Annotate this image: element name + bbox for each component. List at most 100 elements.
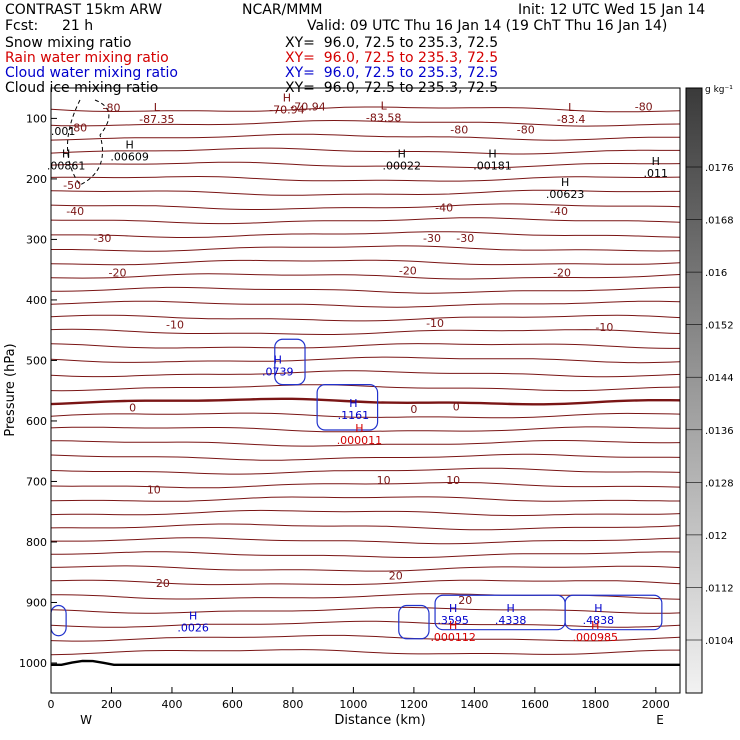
y-axis-ticks: 100 200 300 400 500 600 700 800 900 1000: [19, 112, 57, 670]
extremum-value: -87.35: [139, 113, 174, 126]
isotherm-line: [51, 245, 681, 252]
extremum-value: .000985: [573, 631, 619, 644]
extremum-value: .001: [51, 125, 76, 138]
y-tick-label: 600: [26, 415, 47, 428]
y-tick-label: 100: [26, 112, 47, 125]
isotherm-line: [50, 453, 681, 461]
isotherm-label: -70.94: [290, 100, 325, 113]
field-xy-rain: XY= 96.0, 72.5 to 235.3, 72.5: [285, 50, 499, 66]
isotherm-label: -80: [517, 123, 535, 136]
cloud-ice-contour: [67, 99, 110, 186]
isotherm-label: 0: [453, 400, 460, 413]
forecast-hour: 21 h: [62, 18, 94, 34]
field-xy-cloud-water: XY= 96.0, 72.5 to 235.3, 72.5: [285, 65, 499, 81]
field-name-cloud-water: Cloud water mixing ratio: [5, 65, 178, 81]
colorbar-tick-label: .0176: [705, 163, 734, 174]
field-name-rain: Rain water mixing ratio: [5, 50, 169, 66]
isotherm-line: [50, 106, 681, 113]
chart-title: CONTRAST 15km ARW: [5, 2, 163, 18]
isotherm-line: [50, 259, 681, 266]
colorbar-tick-label: .0168: [705, 216, 734, 227]
extremum-value: .00022: [383, 160, 422, 173]
isotherm-line: [50, 467, 681, 475]
colorbar-tick-label: .0152: [705, 321, 734, 332]
field-xy-snow: XY= 96.0, 72.5 to 235.3, 72.5: [285, 35, 499, 51]
temperature-isotherms: [50, 106, 681, 666]
isotherm-label: -80: [102, 102, 120, 115]
extremum-marker: L: [381, 99, 388, 112]
isotherm-line: [50, 620, 681, 628]
colorbar-tick-label: .0144: [705, 373, 734, 384]
colorbar-tick-label: .0112: [705, 583, 734, 594]
isotherm-label: -40: [550, 205, 568, 218]
isotherm-line: [50, 649, 680, 656]
extremum-value: .000011: [337, 434, 383, 447]
colorbar-tick-label: .0104: [705, 636, 734, 647]
surface-line: [51, 659, 680, 666]
x-tick-label: 800: [282, 698, 303, 711]
x-axis-ticks: 0 200 400 600 800 1000 1200 1400 1600 1800 2000: [48, 687, 670, 711]
field-name-snow: Snow mixing ratio: [5, 35, 132, 51]
extremum-marker: H: [125, 139, 133, 152]
extremum-marker: H: [62, 148, 70, 161]
y-tick-label: 200: [26, 173, 47, 186]
isotherm-label: -10: [595, 321, 613, 334]
isotherm-label: 20: [458, 594, 472, 607]
isotherm-line: [50, 175, 681, 182]
extremum-value: .0739: [262, 365, 294, 378]
extremum-marker: L: [568, 101, 575, 114]
extremum-marker: H: [488, 148, 496, 161]
isotherm-line: [50, 634, 681, 642]
isotherm-label: -30: [423, 232, 441, 245]
extremum-marker: H: [561, 176, 569, 189]
isotherm-line: [50, 189, 680, 196]
isotherm-label: -20: [553, 267, 571, 280]
isotherm-line: [50, 133, 680, 141]
isotherm-line: [50, 273, 681, 280]
x-axis-east-label: E: [656, 713, 664, 727]
x-tick-label: 200: [101, 698, 122, 711]
isotherm-label: 0: [410, 403, 417, 416]
isotherm-line: [50, 496, 680, 502]
isotherm-line: [50, 328, 681, 335]
isotherm-label: -20: [399, 264, 417, 277]
extremum-marker: H: [283, 91, 291, 104]
x-tick-label: 0: [48, 698, 55, 711]
isotherm-line: [50, 412, 681, 419]
extremum-value: .4838: [583, 614, 615, 627]
extremum-marker: H: [398, 148, 406, 161]
x-axis-label: Distance (km): [334, 713, 425, 728]
isotherm-line: [50, 523, 681, 531]
colorbar-tick-label: .0128: [705, 478, 734, 489]
isotherm-line: [50, 203, 681, 210]
isotherm-line: [50, 161, 681, 169]
extremum-value: -70.94: [269, 103, 304, 116]
isotherm-line: [50, 343, 680, 349]
cloud-water-contour: [316, 384, 379, 431]
colorbar: [685, 87, 703, 694]
extremum-value: .4338: [495, 614, 527, 627]
extremum-marker: H: [449, 619, 457, 632]
extremum-value: .1161: [338, 409, 370, 422]
isotherm-line: [51, 551, 681, 558]
isotherm-line: [50, 314, 681, 322]
isotherm-label: 10: [377, 474, 391, 487]
y-tick-label: 300: [26, 233, 47, 246]
extremum-value: .0026: [177, 621, 209, 634]
extremum-value: .011: [644, 167, 669, 180]
isotherm-label: 10: [446, 474, 460, 487]
valid-time: Valid: 09 UTC Thu 16 Jan 14 (19 ChT Thu …: [307, 18, 668, 34]
isotherm-line: [50, 300, 681, 308]
y-axis-label: Pressure (hPa): [3, 343, 18, 436]
colorbar-tick-label: .012: [705, 531, 727, 542]
x-tick-label: 2000: [642, 698, 670, 711]
isotherm-label: -80: [635, 100, 653, 113]
cloud-water-contour: [564, 594, 663, 631]
isotherm-line: [50, 356, 681, 364]
y-tick-label: 500: [26, 354, 47, 367]
isotherm-label: 20: [156, 577, 170, 590]
isotherm-label: 10: [147, 483, 161, 496]
extremum-value: .3595: [437, 614, 469, 627]
extremum-value: .00609: [110, 151, 149, 164]
